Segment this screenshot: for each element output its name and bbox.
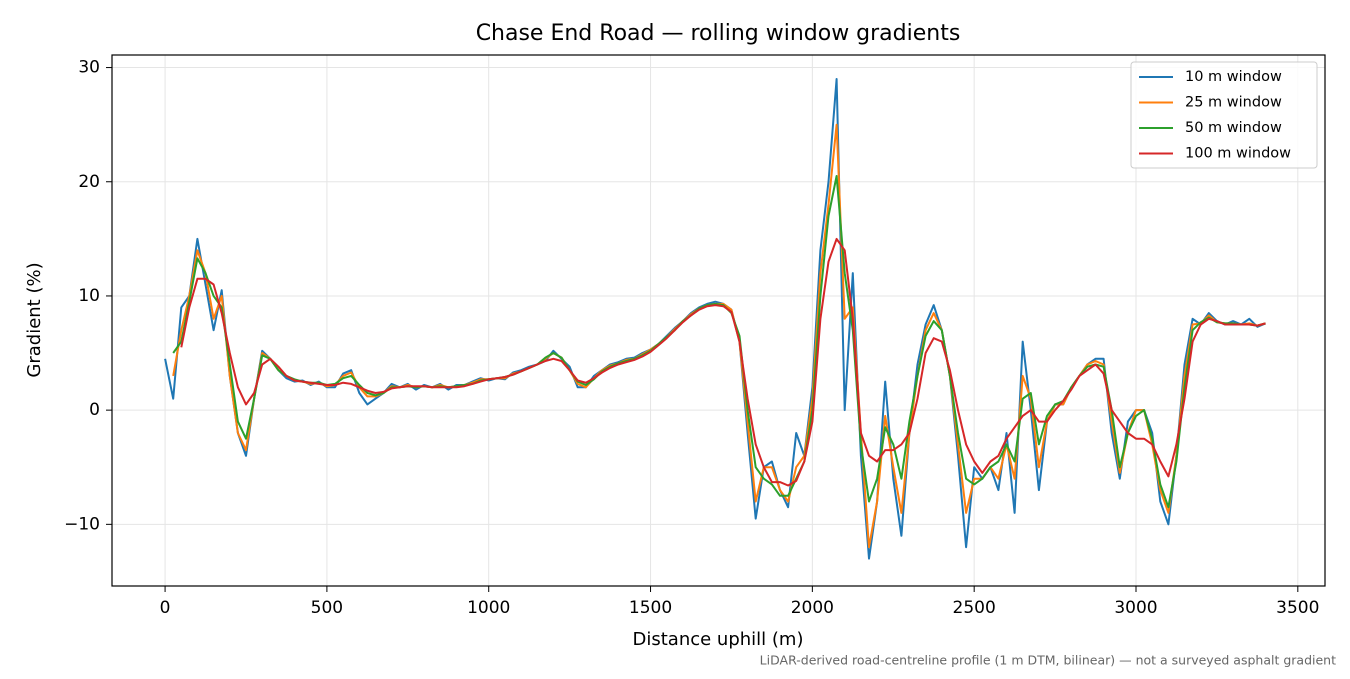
x-tick-label: 500 — [311, 598, 343, 618]
series-line — [180, 237, 1266, 487]
legend-label: 10 m window — [1185, 69, 1282, 85]
y-tick-label: 20 — [78, 172, 100, 192]
series-line — [172, 175, 1266, 509]
y-axis-label: Gradient (%) — [24, 262, 45, 377]
x-tick-label: 0 — [160, 598, 171, 618]
y-tick-label: −10 — [64, 514, 100, 534]
legend: 10 m window 25 m window 50 m window 100 m w… — [1130, 61, 1318, 169]
x-tick-label: 1000 — [467, 598, 510, 618]
x-tick-label: 3500 — [1276, 598, 1319, 618]
x-tick-label: 2500 — [953, 598, 996, 618]
y-tick-label: 30 — [78, 58, 100, 78]
y-tick-label: 0 — [89, 400, 100, 420]
x-axis-label: Distance uphill (m) — [633, 629, 804, 650]
x-tick-label: 3000 — [1114, 598, 1157, 618]
legend-label: 25 m window — [1185, 95, 1282, 111]
series-line — [164, 78, 1266, 560]
legend-box — [1130, 61, 1318, 169]
series-line — [172, 123, 1266, 549]
legend-label: 100 m window — [1185, 146, 1291, 162]
legend-label: 50 m window — [1185, 120, 1282, 136]
chart-title: Chase End Road — rolling window gradient… — [476, 21, 961, 46]
plot-frame — [111, 54, 1326, 587]
y-tick-label: 10 — [78, 286, 100, 306]
x-tick-label: 2000 — [791, 598, 834, 618]
footnote: LiDAR-derived road-centreline profile (1… — [760, 653, 1336, 668]
x-tick-label: 1500 — [629, 598, 672, 618]
